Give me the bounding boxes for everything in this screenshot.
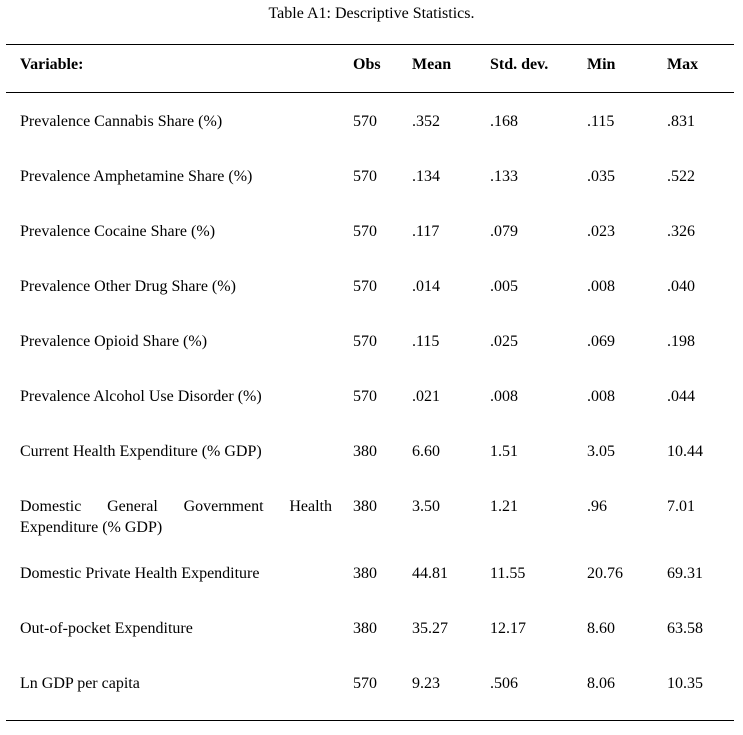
row-obs: 570 [353,223,377,240]
header-max: Max [667,56,699,73]
bottom-rule [6,720,734,721]
row-std-dev: .506 [490,675,518,692]
row-obs: 570 [353,278,377,295]
header-rule [6,92,734,93]
row-std-dev: .025 [490,333,518,350]
row-variable: Domestic Private Health Expenditure [20,565,260,582]
row-min: 3.05 [587,443,615,460]
row-max: .326 [667,223,695,240]
row-variable: Prevalence Opioid Share (%) [20,333,208,350]
row-obs: 570 [353,333,377,350]
row-mean: 44.81 [412,565,448,582]
row-max: 10.35 [667,675,703,692]
row-mean: 6.60 [412,443,440,460]
row-obs: 570 [353,388,377,405]
row-min: .035 [587,168,615,185]
row-mean: 9.23 [412,675,440,692]
header-min: Min [587,56,616,73]
row-std-dev: 1.21 [490,498,518,515]
row-max: 10.44 [667,443,703,460]
row-obs: 380 [353,443,377,460]
row-variable: Prevalence Cocaine Share (%) [20,223,216,240]
row-variable-line-2: Expenditure (% GDP) [20,519,163,536]
row-std-dev: .008 [490,388,518,405]
row-max: .831 [667,113,695,130]
row-min: .008 [587,278,615,295]
row-max: 7.01 [667,498,695,515]
row-obs: 570 [353,675,377,692]
row-mean: 3.50 [412,498,440,515]
table-title: Table A1: Descriptive Statistics. [268,5,475,22]
row-variable: Prevalence Alcohol Use Disorder (%) [20,388,262,405]
row-obs: 380 [353,620,377,637]
row-max: .040 [667,278,695,295]
row-variable-line-1: Domestic General Government Health [20,498,332,515]
row-min: .069 [587,333,615,350]
row-std-dev: .133 [490,168,518,185]
row-std-dev: 1.51 [490,443,518,460]
row-std-dev: .079 [490,223,518,240]
header-obs: Obs [353,56,381,73]
row-mean: .115 [412,333,440,350]
row-min: 8.06 [587,675,615,692]
row-mean: .134 [412,168,440,185]
row-mean: .014 [412,278,440,295]
header-mean: Mean [412,56,452,73]
row-mean: .021 [412,388,440,405]
row-max: .522 [667,168,695,185]
row-max: .044 [667,388,695,405]
row-min: 8.60 [587,620,615,637]
row-max: 63.58 [667,620,703,637]
row-mean: .352 [412,113,440,130]
row-std-dev: 11.55 [490,565,526,582]
row-variable: Domestic General Government Health Expen… [20,496,332,538]
row-variable: Prevalence Other Drug Share (%) [20,278,236,295]
header-variable: Variable: [20,56,84,73]
header-std-dev: Std. dev. [490,56,549,73]
row-std-dev: .168 [490,113,518,130]
row-mean: 35.27 [412,620,448,637]
top-rule [6,44,734,45]
row-obs: 570 [353,113,377,130]
row-min: 20.76 [587,565,623,582]
row-obs: 380 [353,565,377,582]
row-std-dev: .005 [490,278,518,295]
row-obs: 570 [353,168,377,185]
row-obs: 380 [353,498,377,515]
row-max: 69.31 [667,565,703,582]
row-max: .198 [667,333,695,350]
row-variable: Current Health Expenditure (% GDP) [20,443,262,460]
row-std-dev: 12.17 [490,620,526,637]
row-min: .115 [587,113,615,130]
row-variable: Out-of-pocket Expenditure [20,620,193,637]
row-mean: .117 [412,223,440,240]
row-variable: Prevalence Cannabis Share (%) [20,113,223,130]
row-min: .023 [587,223,615,240]
row-variable: Prevalence Amphetamine Share (%) [20,168,253,185]
row-min: .96 [587,498,607,515]
row-variable: Ln GDP per capita [20,675,140,692]
row-min: .008 [587,388,615,405]
